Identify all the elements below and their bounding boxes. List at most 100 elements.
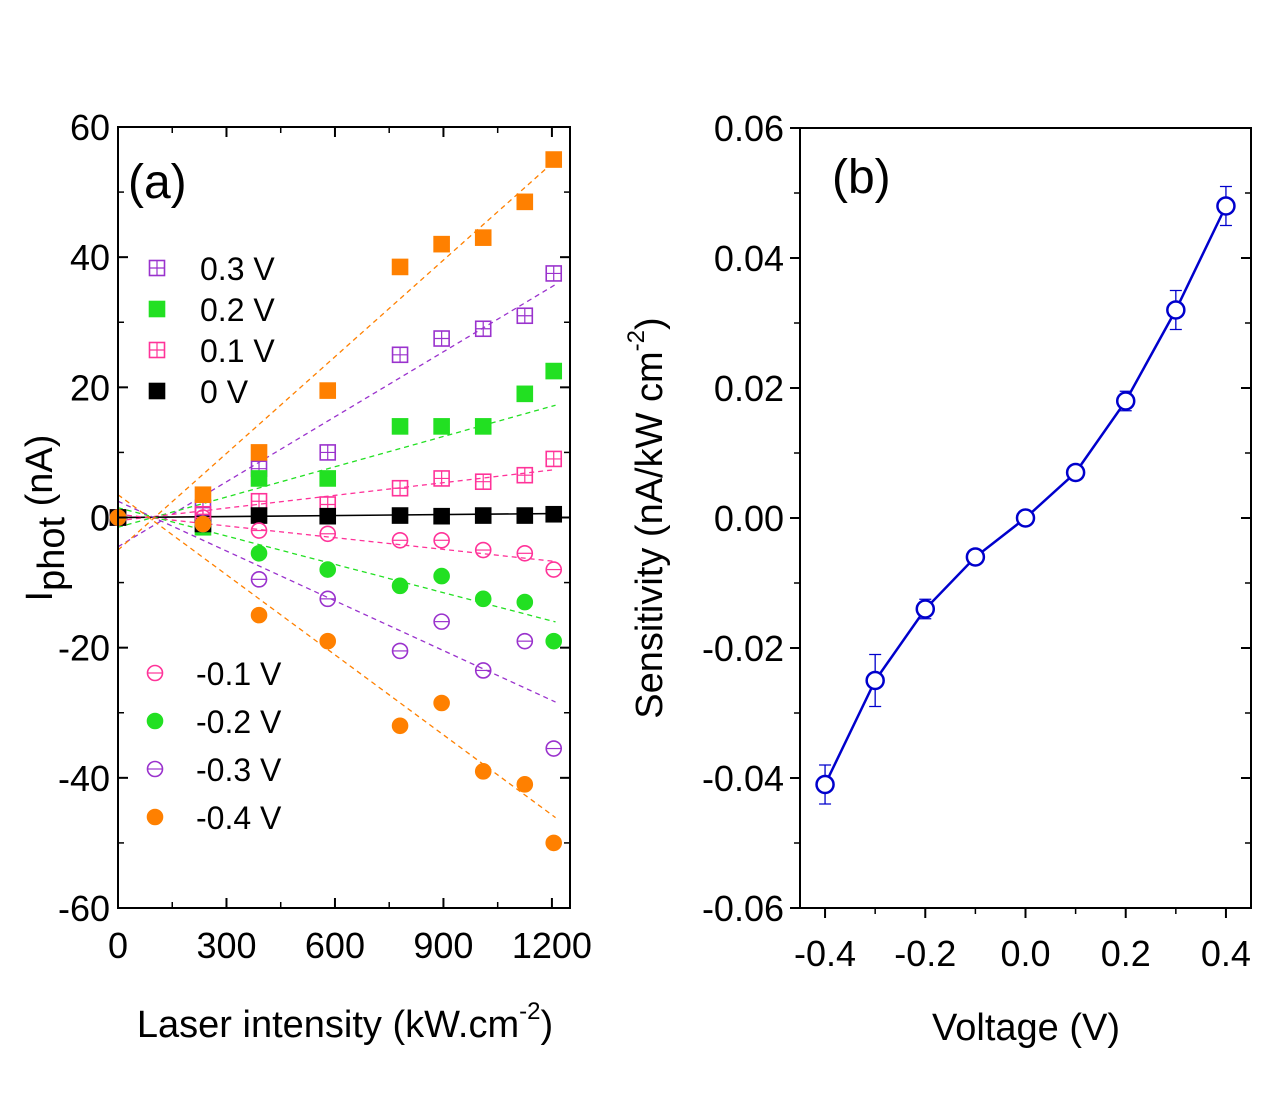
chart-a-point-cross	[546, 451, 562, 467]
chart-a-point	[474, 590, 492, 608]
chart-a-legend-label: 0.2 V	[200, 292, 275, 328]
chart-a-ytick-label: -60	[58, 888, 110, 929]
chart-a-point-cross	[475, 474, 491, 490]
chart-a-point	[516, 593, 534, 611]
chart-b-ytick-label: 0.06	[714, 108, 784, 149]
chart-a-point	[545, 362, 563, 380]
chart-b-xtick-label: 0.4	[1201, 933, 1251, 974]
chart-a-point	[391, 258, 409, 276]
chart-a-point	[250, 507, 268, 524]
chart-a-legend-marker	[148, 300, 166, 318]
chart-a-x-axis-label-name: Laser intensity	[137, 1004, 382, 1046]
chart-a-point	[516, 385, 534, 403]
chart-a-point	[516, 193, 534, 211]
chart-a-point	[391, 577, 409, 595]
chart-b-ytick-label: -0.02	[702, 628, 784, 669]
chart-a-point	[194, 486, 212, 504]
chart-a-point	[545, 505, 563, 523]
chart-a-point-cross	[434, 331, 450, 347]
chart-a-point	[194, 515, 212, 533]
chart-a-point	[319, 470, 337, 487]
chart-b-ytick-label: -0.04	[702, 758, 784, 799]
chart-b-xtick-label: 0.2	[1101, 933, 1151, 974]
chart-a-point	[545, 151, 563, 168]
chart-a-legend-label: 0.1 V	[200, 333, 275, 369]
chart-a-ytick-label: 40	[70, 237, 110, 278]
chart-a-y-axis-label-sub: phot	[31, 516, 73, 590]
chart-a-point-cross	[320, 444, 336, 460]
chart-a-point	[250, 444, 268, 461]
chart-a-xtick-label: 1200	[512, 925, 592, 966]
chart-a-point	[474, 229, 492, 246]
chart-a-legend-label: -0.2 V	[196, 704, 282, 740]
chart-a-legend-marker	[146, 712, 164, 730]
chart-a-point	[319, 632, 337, 650]
chart-a-ytick-label: 60	[70, 107, 110, 148]
chart-a-ytick-label: -40	[58, 758, 110, 799]
chart-b-point	[1065, 462, 1086, 483]
chart-a-legend-marker	[148, 382, 166, 400]
chart-a-point	[433, 567, 450, 585]
chart-b-point	[915, 599, 936, 619]
chart-a-point-cross	[475, 321, 491, 337]
chart-a-y-axis-label-main: I	[19, 591, 61, 602]
chart-a-point-cross	[392, 480, 408, 496]
chart-a-legend-label: -0.4 V	[196, 800, 282, 836]
chart-a-panel-label: (a)	[128, 156, 187, 209]
chart-a-point	[433, 418, 450, 435]
chart-a-legend-marker-cross	[149, 342, 165, 358]
chart-a-legend-label: 0 V	[200, 374, 249, 410]
chart-b-ticks: -0.4 -0.2 0.0 0.2 0.4 -0.06 -0.04 -0.02 0.00 0.02…	[702, 108, 1251, 974]
chart-b-ytick-label: 0.02	[714, 368, 784, 409]
chart-a-point	[433, 694, 450, 712]
chart-a-point-cross	[546, 265, 562, 281]
chart-b-series	[815, 185, 1236, 805]
chart-a-point-cross	[434, 470, 450, 486]
chart-b-series-line	[823, 205, 1228, 786]
chart-a-x-axis-unit-sup: -2	[519, 998, 540, 1025]
chart-a-point	[391, 507, 409, 524]
chart-a-point	[319, 382, 337, 399]
chart-a-point-cross	[392, 347, 408, 363]
chart-a-point	[516, 507, 534, 524]
chart-a-xtick-label: 0	[108, 925, 128, 966]
chart-a-y-axis-label-unit: (nA)	[19, 435, 61, 517]
chart-a-point	[474, 763, 492, 780]
chart-a-point	[250, 544, 268, 562]
chart-b-xtick-label: -0.2	[894, 933, 956, 974]
chart-a-ytick-label: 0	[90, 498, 110, 539]
chart-b-y-axis-label-close: )	[629, 317, 671, 330]
chart-a-point	[250, 470, 268, 487]
chart-b-point	[1015, 508, 1036, 528]
chart-a-fit-line	[117, 513, 556, 563]
chart-a-point	[474, 418, 492, 435]
chart-b: -0.4 -0.2 0.0 0.2 0.4 -0.06 -0.04 -0.02 0.00 0.02…	[623, 108, 1252, 1049]
chart-a-legend-label: -0.1 V	[196, 656, 282, 692]
chart-b-point	[1216, 196, 1236, 216]
chart-a-point	[545, 632, 563, 650]
chart-b-ytick-label: 0.04	[714, 238, 784, 279]
chart-b-ytick-label: 0.00	[714, 498, 784, 539]
chart-b-point	[865, 670, 885, 691]
chart-a-legend-marker	[146, 808, 164, 826]
chart-b-y-axis-label-sup: -2	[623, 330, 650, 351]
chart-a-x-axis-label: Laser intensity (kW.cm-2)	[137, 998, 553, 1046]
chart-a-fit-line	[117, 507, 556, 623]
chart-a-ytick-label: 20	[70, 367, 110, 408]
chart-a-legend-label: -0.3 V	[196, 752, 282, 788]
chart-a-fit-line	[117, 468, 556, 522]
chart-b-point	[815, 774, 835, 795]
chart-a-point	[516, 776, 534, 793]
chart-a-fit-line	[117, 159, 556, 551]
chart-a-point	[433, 235, 450, 253]
chart-b-y-axis-label-text: Sensitivity (nA/kW cm	[629, 351, 671, 718]
chart-a-x-axis-unit-close: )	[540, 1004, 553, 1046]
chart-a-point	[545, 834, 563, 852]
chart-b-point	[1166, 300, 1186, 320]
chart-b-xtick-label: -0.4	[794, 933, 856, 974]
chart-a-point-cross	[517, 308, 533, 324]
chart-b-ytick-label: -0.06	[702, 888, 784, 929]
chart-b-point	[965, 547, 986, 567]
chart-a-point	[433, 507, 450, 525]
